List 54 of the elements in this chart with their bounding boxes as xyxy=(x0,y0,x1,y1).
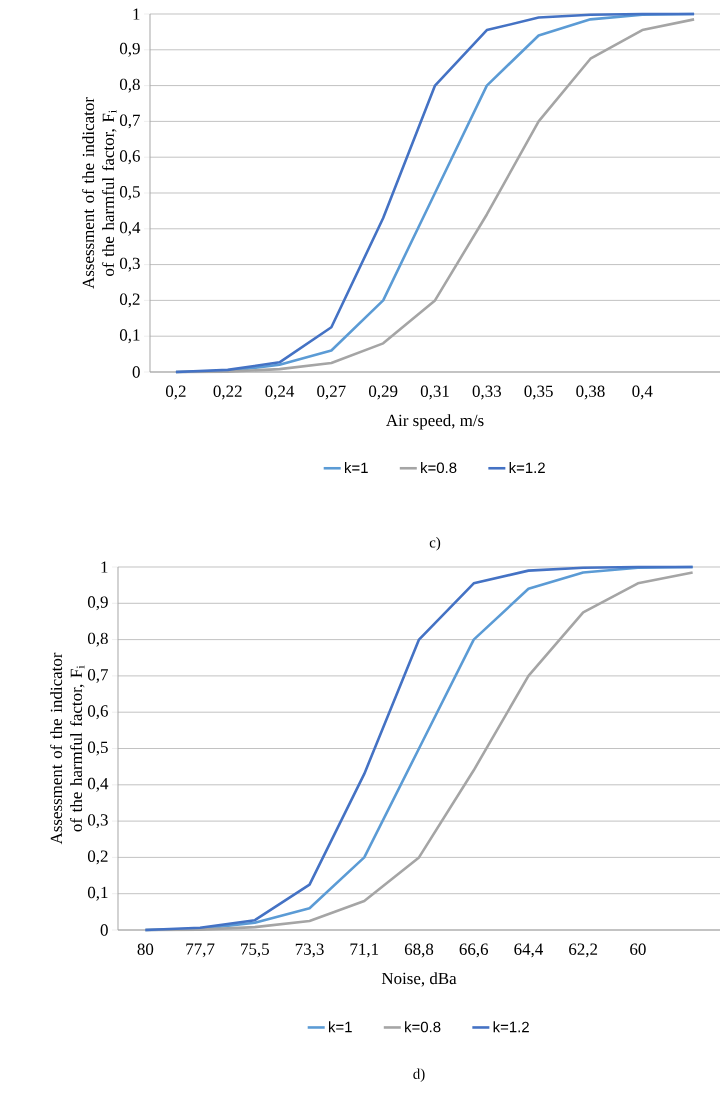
x-tick-label: 68,8 xyxy=(404,943,434,958)
y-tick-label: 0,6 xyxy=(87,705,108,720)
x-tick-label: 0,38 xyxy=(576,385,605,400)
y-tick-label: 0,4 xyxy=(119,221,141,236)
x-tick-label: 0,4 xyxy=(632,385,653,400)
x-tick-label: 66,6 xyxy=(459,943,489,958)
legend-label: k=0.8 xyxy=(405,1021,441,1033)
x-tick-label: 0,2 xyxy=(165,385,186,400)
text: c) xyxy=(429,537,441,551)
y-tick-label: 0,5 xyxy=(119,186,140,200)
x-tick-label: 0,31 xyxy=(420,385,449,400)
y-tick-label: 0,8 xyxy=(119,78,140,93)
legend-label: k=1 xyxy=(344,462,368,473)
legend-label: k=1 xyxy=(328,1021,352,1033)
x-tick-label: 0,22 xyxy=(213,385,242,400)
x-tick-label: 0,29 xyxy=(369,385,398,400)
x-tick-label: 73,3 xyxy=(295,943,324,958)
y-tick-label: 0,9 xyxy=(87,596,108,611)
y-tick-label: 0 xyxy=(100,924,108,936)
y-tick-label: 1 xyxy=(101,561,108,573)
y-tick-label: 0,9 xyxy=(119,42,140,57)
legend-label: k=1.2 xyxy=(509,462,545,473)
x-axis-title: Air speed, m/s xyxy=(386,414,484,430)
y-tick-label: 1 xyxy=(133,8,140,20)
x-tick-label: 80 xyxy=(137,943,154,955)
legend-label: k=1.2 xyxy=(493,1021,529,1033)
y-tick-label: 0,6 xyxy=(119,150,140,165)
y-tick-label: 0,3 xyxy=(87,814,108,829)
y-tick-label: 0,2 xyxy=(119,293,140,308)
x-tick-label: 75,5 xyxy=(241,943,269,958)
x-tick-label: 0,35 xyxy=(524,385,553,400)
x-tick-label: 71,1 xyxy=(350,943,379,958)
x-tick-label: 77,7 xyxy=(186,943,215,958)
text: d) xyxy=(413,1068,425,1082)
y-axis-title: Assessment of the indicator of the harmful factor, F$_{i}$ xyxy=(82,97,117,289)
x-tick-label: 60 xyxy=(630,943,646,955)
y-tick-label: 0,5 xyxy=(87,741,108,756)
x-axis-title: Noise, dBa xyxy=(381,972,457,987)
x-tick-label: 0,27 xyxy=(317,385,346,400)
y-tick-label: 0,1 xyxy=(119,329,140,344)
y-axis-title: Assessment of the indicator of the harmful factor, F$_{i}$ xyxy=(50,652,85,845)
y-tick-label: 0 xyxy=(132,366,140,378)
y-tick-label: 0,1 xyxy=(87,886,108,901)
y-tick-label: 0,7 xyxy=(119,114,140,129)
x-tick-label: 0,24 xyxy=(265,385,295,400)
legend-label: k=0.8 xyxy=(421,462,457,474)
y-tick-label: 0,4 xyxy=(87,777,109,792)
y-tick-label: 0,7 xyxy=(87,668,108,683)
y-tick-label: 0,3 xyxy=(119,257,140,272)
x-tick-label: 62,2 xyxy=(569,943,598,958)
y-tick-label: 0,8 xyxy=(87,632,108,647)
x-tick-label: 64,4 xyxy=(514,943,544,958)
y-tick-label: 0,2 xyxy=(87,850,108,865)
x-tick-label: 0,33 xyxy=(472,385,501,400)
